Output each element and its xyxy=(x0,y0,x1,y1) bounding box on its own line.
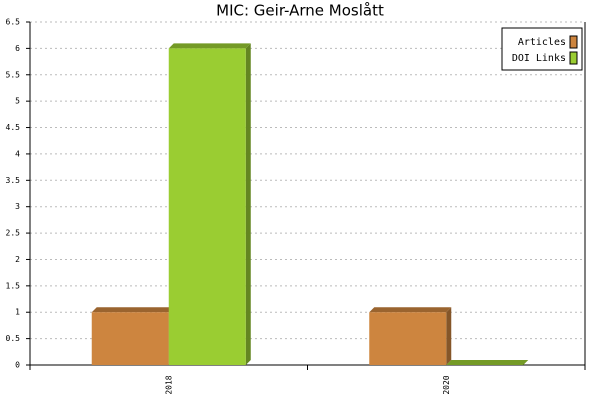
bar xyxy=(91,307,174,365)
y-tick-label: 6.5 xyxy=(6,18,21,27)
bar-top xyxy=(91,307,174,313)
bar-top xyxy=(369,307,452,313)
y-tick-label: 4 xyxy=(15,149,20,158)
y-tick-label: 2.5 xyxy=(6,229,21,238)
legend-label: Articles xyxy=(518,37,566,48)
bar-front xyxy=(369,312,447,365)
y-tick-label: 0.5 xyxy=(6,334,21,343)
chart-title: MIC: Geir-Arne Moslått xyxy=(216,2,384,20)
bar-front xyxy=(91,312,169,365)
bar-top xyxy=(446,360,529,365)
legend-swatch xyxy=(569,51,578,65)
y-tick-label: 6 xyxy=(15,44,20,53)
bar-side xyxy=(446,307,452,365)
y-tick-label: 1 xyxy=(15,308,20,317)
y-tick-label: 5.5 xyxy=(6,70,21,79)
bar-top xyxy=(168,43,251,49)
legend-label: DOI Links xyxy=(512,53,566,64)
y-tick-label: 1.5 xyxy=(6,281,21,290)
y-tick-label: 0 xyxy=(15,361,20,370)
legend-box xyxy=(501,27,583,71)
bar xyxy=(168,43,251,366)
legend-swatch xyxy=(569,35,578,49)
y-tick-label: 2 xyxy=(15,255,20,264)
bar-front xyxy=(168,48,246,366)
x-tick-label: 2018 xyxy=(164,375,173,394)
y-tick-label: 5 xyxy=(15,97,20,106)
y-tick-label: 3.5 xyxy=(6,176,21,185)
bar-side xyxy=(245,43,251,366)
bar xyxy=(446,360,529,365)
y-tick-label: 3 xyxy=(15,202,20,211)
y-tick-label: 4.5 xyxy=(6,123,21,132)
x-tick-label: 2020 xyxy=(442,375,451,394)
bar xyxy=(369,307,452,365)
